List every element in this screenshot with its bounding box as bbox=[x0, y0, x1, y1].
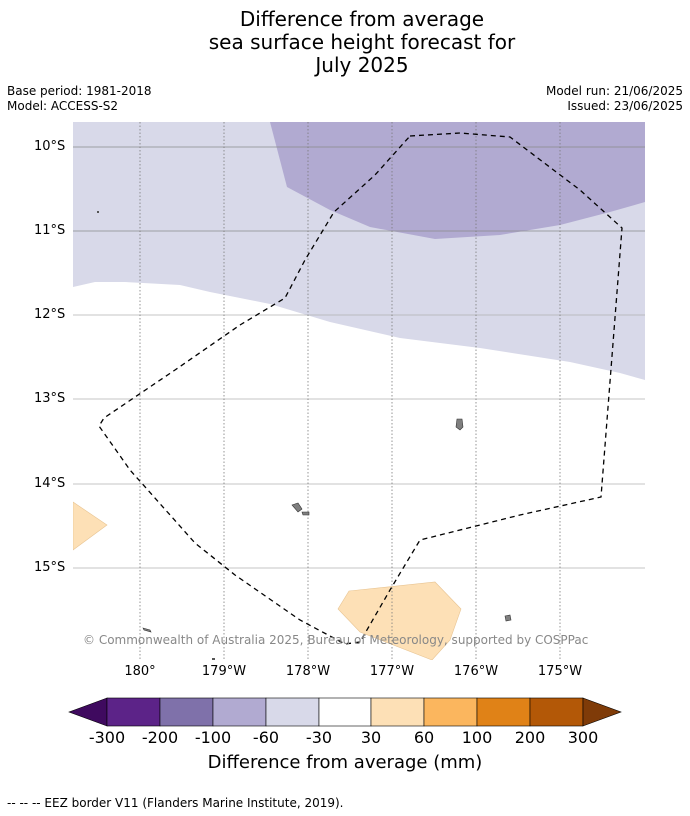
colorbar-title: Difference from average (mm) bbox=[207, 752, 483, 773]
lon-label-175w: 175°W bbox=[537, 664, 583, 679]
lat-label-12s: 12°S bbox=[34, 307, 66, 322]
colorbar-tick-100: 100 bbox=[461, 728, 493, 747]
colorbar-tick--60: -60 bbox=[252, 728, 280, 747]
colorbar-seg-9 bbox=[529, 697, 584, 727]
title-line-1: Difference from average bbox=[239, 7, 485, 31]
colorbar-seg-1 bbox=[106, 697, 161, 727]
colorbar-tick--200: -200 bbox=[141, 728, 179, 747]
anomaly-region-neg60-neg100 bbox=[270, 122, 645, 239]
colorbar-seg-2 bbox=[159, 697, 214, 727]
colorbar-seg-8 bbox=[476, 697, 531, 727]
meta-right: Model run: 21/06/2025 Issued: 23/06/2025 bbox=[546, 84, 683, 114]
colorbar-tick-60: 60 bbox=[413, 728, 435, 747]
lat-label-15s: 15°S bbox=[34, 560, 66, 575]
island-6 bbox=[97, 211, 99, 213]
island-4 bbox=[504, 614, 512, 622]
colorbar-seg-3 bbox=[212, 697, 267, 727]
longitude-gridlines bbox=[139, 122, 561, 660]
lon-label-178w: 178°W bbox=[285, 664, 331, 679]
lon-label-177w: 177°W bbox=[369, 664, 415, 679]
title-line-3: July 2025 bbox=[315, 53, 409, 77]
lon-label-179w: 179°W bbox=[201, 664, 247, 679]
lat-label-11s: 11°S bbox=[34, 223, 66, 238]
title-line-2: sea surface height forecast for bbox=[208, 30, 516, 54]
model-run: Model run: 21/06/2025 bbox=[545, 84, 683, 98]
anomaly-region-30-60-south bbox=[337, 581, 462, 660]
colorbar-tick-300: 300 bbox=[567, 728, 599, 747]
island-7 bbox=[212, 658, 215, 660]
colorbar-tick-200: 200 bbox=[514, 728, 546, 747]
island-5 bbox=[142, 627, 152, 633]
colorbar-tick--30: -30 bbox=[305, 728, 333, 747]
colorbar-extend-low bbox=[68, 697, 108, 727]
chart-title: Difference from average sea surface heig… bbox=[0, 8, 690, 77]
colorbar-tick--100: -100 bbox=[194, 728, 232, 747]
latitude-gridlines bbox=[73, 146, 645, 569]
anomaly-region-30-60-west bbox=[73, 501, 108, 551]
lat-label-10s: 10°S bbox=[34, 139, 66, 154]
colorbar-seg-6 bbox=[370, 697, 425, 727]
model-name: Model: ACCESS-S2 bbox=[7, 99, 119, 113]
map-panel bbox=[73, 122, 645, 660]
lon-label-180: 180° bbox=[124, 664, 156, 679]
lon-label-176w: 176°W bbox=[453, 664, 499, 679]
base-period: Base period: 1981-2018 bbox=[7, 84, 152, 98]
colorbar-extend-high bbox=[582, 697, 622, 727]
island-1 bbox=[455, 418, 464, 431]
colorbar-seg-5 bbox=[318, 697, 372, 727]
colorbar-tick-30: 30 bbox=[360, 728, 382, 747]
colorbar-tick--300: -300 bbox=[88, 728, 126, 747]
eez-footnote: -- -- -- EEZ border V11 (Flanders Marine… bbox=[7, 796, 344, 810]
eez-border bbox=[98, 132, 623, 645]
colorbar-seg-4 bbox=[265, 697, 320, 727]
meta-left: Base period: 1981-2018 Model: ACCESS-S2 bbox=[7, 84, 152, 114]
colorbar bbox=[68, 697, 622, 727]
island-3 bbox=[301, 511, 310, 516]
island-2 bbox=[291, 502, 303, 513]
issued-date: Issued: 23/06/2025 bbox=[567, 99, 683, 113]
lat-label-13s: 13°S bbox=[34, 391, 66, 406]
colorbar-seg-7 bbox=[423, 697, 478, 727]
lat-label-14s: 14°S bbox=[34, 476, 66, 491]
copyright-notice: © Commonwealth of Australia 2025, Bureau… bbox=[83, 633, 589, 647]
